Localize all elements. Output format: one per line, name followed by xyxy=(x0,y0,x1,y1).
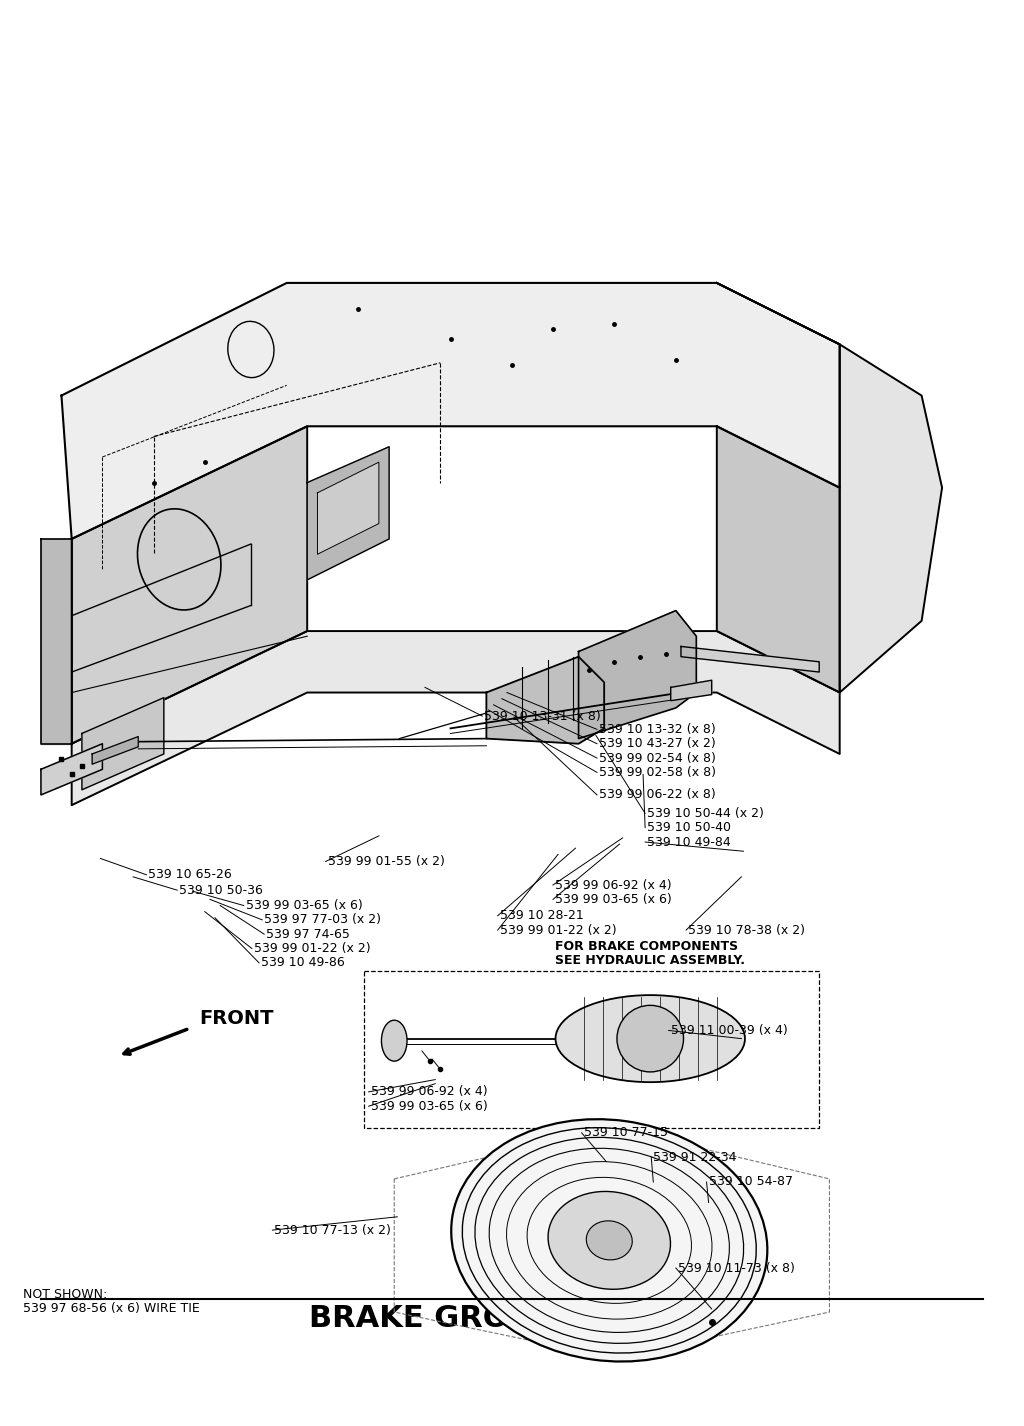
Text: 539 99 06-22 (x 8): 539 99 06-22 (x 8) xyxy=(599,789,716,801)
Text: 539 10 78-38 (x 2): 539 10 78-38 (x 2) xyxy=(688,924,805,937)
Text: 539 99 02-54 (x 8): 539 99 02-54 (x 8) xyxy=(599,752,716,764)
Polygon shape xyxy=(717,426,840,693)
Polygon shape xyxy=(579,610,696,739)
Text: 539 10 54-87: 539 10 54-87 xyxy=(709,1175,793,1188)
Text: 539 99 01-55 (x 2): 539 99 01-55 (x 2) xyxy=(328,856,444,868)
Ellipse shape xyxy=(587,1221,632,1261)
Text: BRAKE GROUP LINKAGE: BRAKE GROUP LINKAGE xyxy=(309,1303,715,1333)
Text: 539 10 77-15: 539 10 77-15 xyxy=(584,1127,668,1139)
Text: NOT SHOWN:: NOT SHOWN: xyxy=(23,1288,106,1301)
Polygon shape xyxy=(671,680,712,700)
Polygon shape xyxy=(486,657,604,744)
Text: 539 99 01-22 (x 2): 539 99 01-22 (x 2) xyxy=(500,924,616,937)
Text: SEE HYDRAULIC ASSEMBLY.: SEE HYDRAULIC ASSEMBLY. xyxy=(555,954,745,967)
Polygon shape xyxy=(82,697,164,790)
Text: 539 10 49-84: 539 10 49-84 xyxy=(647,836,731,848)
Text: 539 99 06-92 (x 4): 539 99 06-92 (x 4) xyxy=(555,878,672,891)
Text: 539 10 50-36: 539 10 50-36 xyxy=(179,884,263,897)
Text: 539 10 65-26: 539 10 65-26 xyxy=(148,868,232,881)
Text: 539 10 49-86: 539 10 49-86 xyxy=(261,957,345,970)
Text: 539 97 77-03 (x 2): 539 97 77-03 (x 2) xyxy=(264,913,381,927)
Polygon shape xyxy=(717,282,942,693)
Text: 539 91 22-34: 539 91 22-34 xyxy=(653,1151,737,1164)
Text: 539 10 77-13 (x 2): 539 10 77-13 (x 2) xyxy=(274,1224,391,1236)
Ellipse shape xyxy=(616,1005,684,1072)
Polygon shape xyxy=(41,744,102,794)
Text: 539 97 68-56 (x 6) WIRE TIE: 539 97 68-56 (x 6) WIRE TIE xyxy=(23,1302,200,1315)
Text: 539 99 03-65 (x 6): 539 99 03-65 (x 6) xyxy=(246,898,362,913)
Text: 539 10 50-40: 539 10 50-40 xyxy=(647,821,731,834)
Text: 539 10 13-31 (x 8): 539 10 13-31 (x 8) xyxy=(484,710,601,723)
Polygon shape xyxy=(72,632,840,806)
Text: 539 10 28-21: 539 10 28-21 xyxy=(500,910,584,923)
Ellipse shape xyxy=(381,1020,408,1061)
Text: 539 97 74-65: 539 97 74-65 xyxy=(266,928,350,941)
Text: 539 11 00-39 (x 4): 539 11 00-39 (x 4) xyxy=(671,1024,787,1037)
Polygon shape xyxy=(41,539,72,744)
Ellipse shape xyxy=(548,1192,671,1289)
Polygon shape xyxy=(92,737,138,764)
Polygon shape xyxy=(61,282,840,539)
Polygon shape xyxy=(307,446,389,580)
Text: 539 99 01-22 (x 2): 539 99 01-22 (x 2) xyxy=(254,943,371,955)
Text: FRONT: FRONT xyxy=(200,1008,274,1028)
Ellipse shape xyxy=(555,995,745,1082)
Text: 539 10 43-27 (x 2): 539 10 43-27 (x 2) xyxy=(599,737,716,750)
Text: 539 10 11-73 (x 8): 539 10 11-73 (x 8) xyxy=(678,1262,795,1275)
Text: 539 10 50-44 (x 2): 539 10 50-44 (x 2) xyxy=(647,807,764,820)
Text: 539 99 03-65 (x 6): 539 99 03-65 (x 6) xyxy=(555,893,672,906)
Text: 539 99 06-92 (x 4): 539 99 06-92 (x 4) xyxy=(371,1085,487,1098)
Polygon shape xyxy=(72,426,307,744)
Text: 539 99 02-58 (x 8): 539 99 02-58 (x 8) xyxy=(599,766,716,779)
Ellipse shape xyxy=(452,1119,767,1362)
Polygon shape xyxy=(681,646,819,672)
Text: FOR BRAKE COMPONENTS: FOR BRAKE COMPONENTS xyxy=(555,940,738,953)
Text: 539 99 03-65 (x 6): 539 99 03-65 (x 6) xyxy=(371,1099,487,1112)
Polygon shape xyxy=(317,462,379,555)
Text: 539 10 13-32 (x 8): 539 10 13-32 (x 8) xyxy=(599,723,716,736)
